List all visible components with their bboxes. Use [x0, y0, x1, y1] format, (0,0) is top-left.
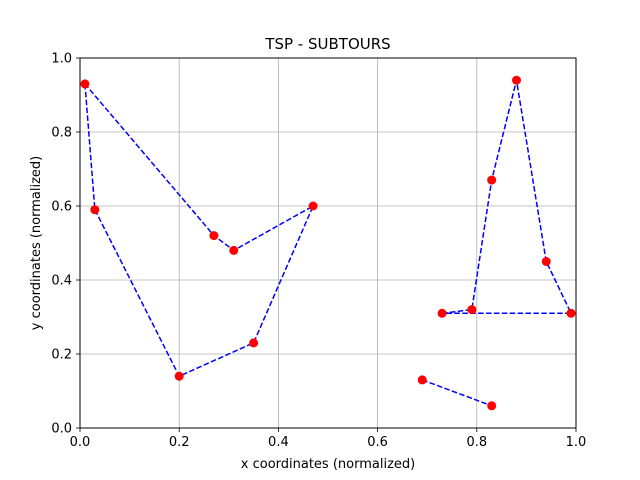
city-point-14: [487, 401, 497, 411]
y-tick-label-3: 0.6: [51, 200, 72, 215]
chart-title: TSP - SUBTOURS: [264, 35, 390, 53]
x-tick-label-4: 0.8: [466, 435, 487, 450]
grid-lines: [79, 57, 577, 429]
city-point-4: [308, 201, 318, 211]
city-point-6: [209, 231, 219, 241]
axis-ticks: 0.0 0.2 0.4 0.6 0.8 1.0 0.0 0.2 0.4 0.6 0.8 1.0: [51, 52, 586, 451]
y-tick-label-5: 1.0: [51, 52, 72, 67]
city-point-0: [80, 79, 90, 89]
city-point-12: [566, 308, 576, 318]
subtour-path-2: [421, 379, 492, 407]
subtour-path-0: [84, 83, 315, 378]
city-point-1: [90, 205, 100, 215]
city-point-10: [511, 75, 521, 85]
city-point-3: [249, 338, 259, 348]
city-point-13: [417, 375, 427, 385]
city-point-7: [437, 308, 447, 318]
x-tick-label-1: 0.2: [169, 435, 190, 450]
city-point-8: [467, 305, 477, 315]
x-tick-label-3: 0.6: [367, 435, 388, 450]
city-point-5: [229, 245, 239, 255]
subtour-path-1: [441, 80, 573, 315]
y-axis-label: y coordinates (normalized): [29, 156, 44, 330]
plot-frame: [79, 57, 577, 429]
city-point-9: [487, 175, 497, 185]
y-tick-label-1: 0.2: [51, 348, 72, 363]
x-tick-label-0: 0.0: [70, 435, 91, 450]
x-tick-label-2: 0.4: [268, 435, 289, 450]
y-tick-label-2: 0.4: [51, 274, 72, 289]
y-tick-label-0: 0.0: [51, 422, 72, 437]
city-point-2: [174, 371, 184, 381]
y-tick-label-4: 0.8: [51, 126, 72, 141]
city-point-11: [541, 257, 551, 266]
city-points: [80, 75, 576, 411]
x-axis-label: x coordinates (normalized): [241, 457, 415, 472]
subtour-lines: [84, 80, 573, 407]
x-tick-label-5: 1.0: [566, 435, 587, 450]
